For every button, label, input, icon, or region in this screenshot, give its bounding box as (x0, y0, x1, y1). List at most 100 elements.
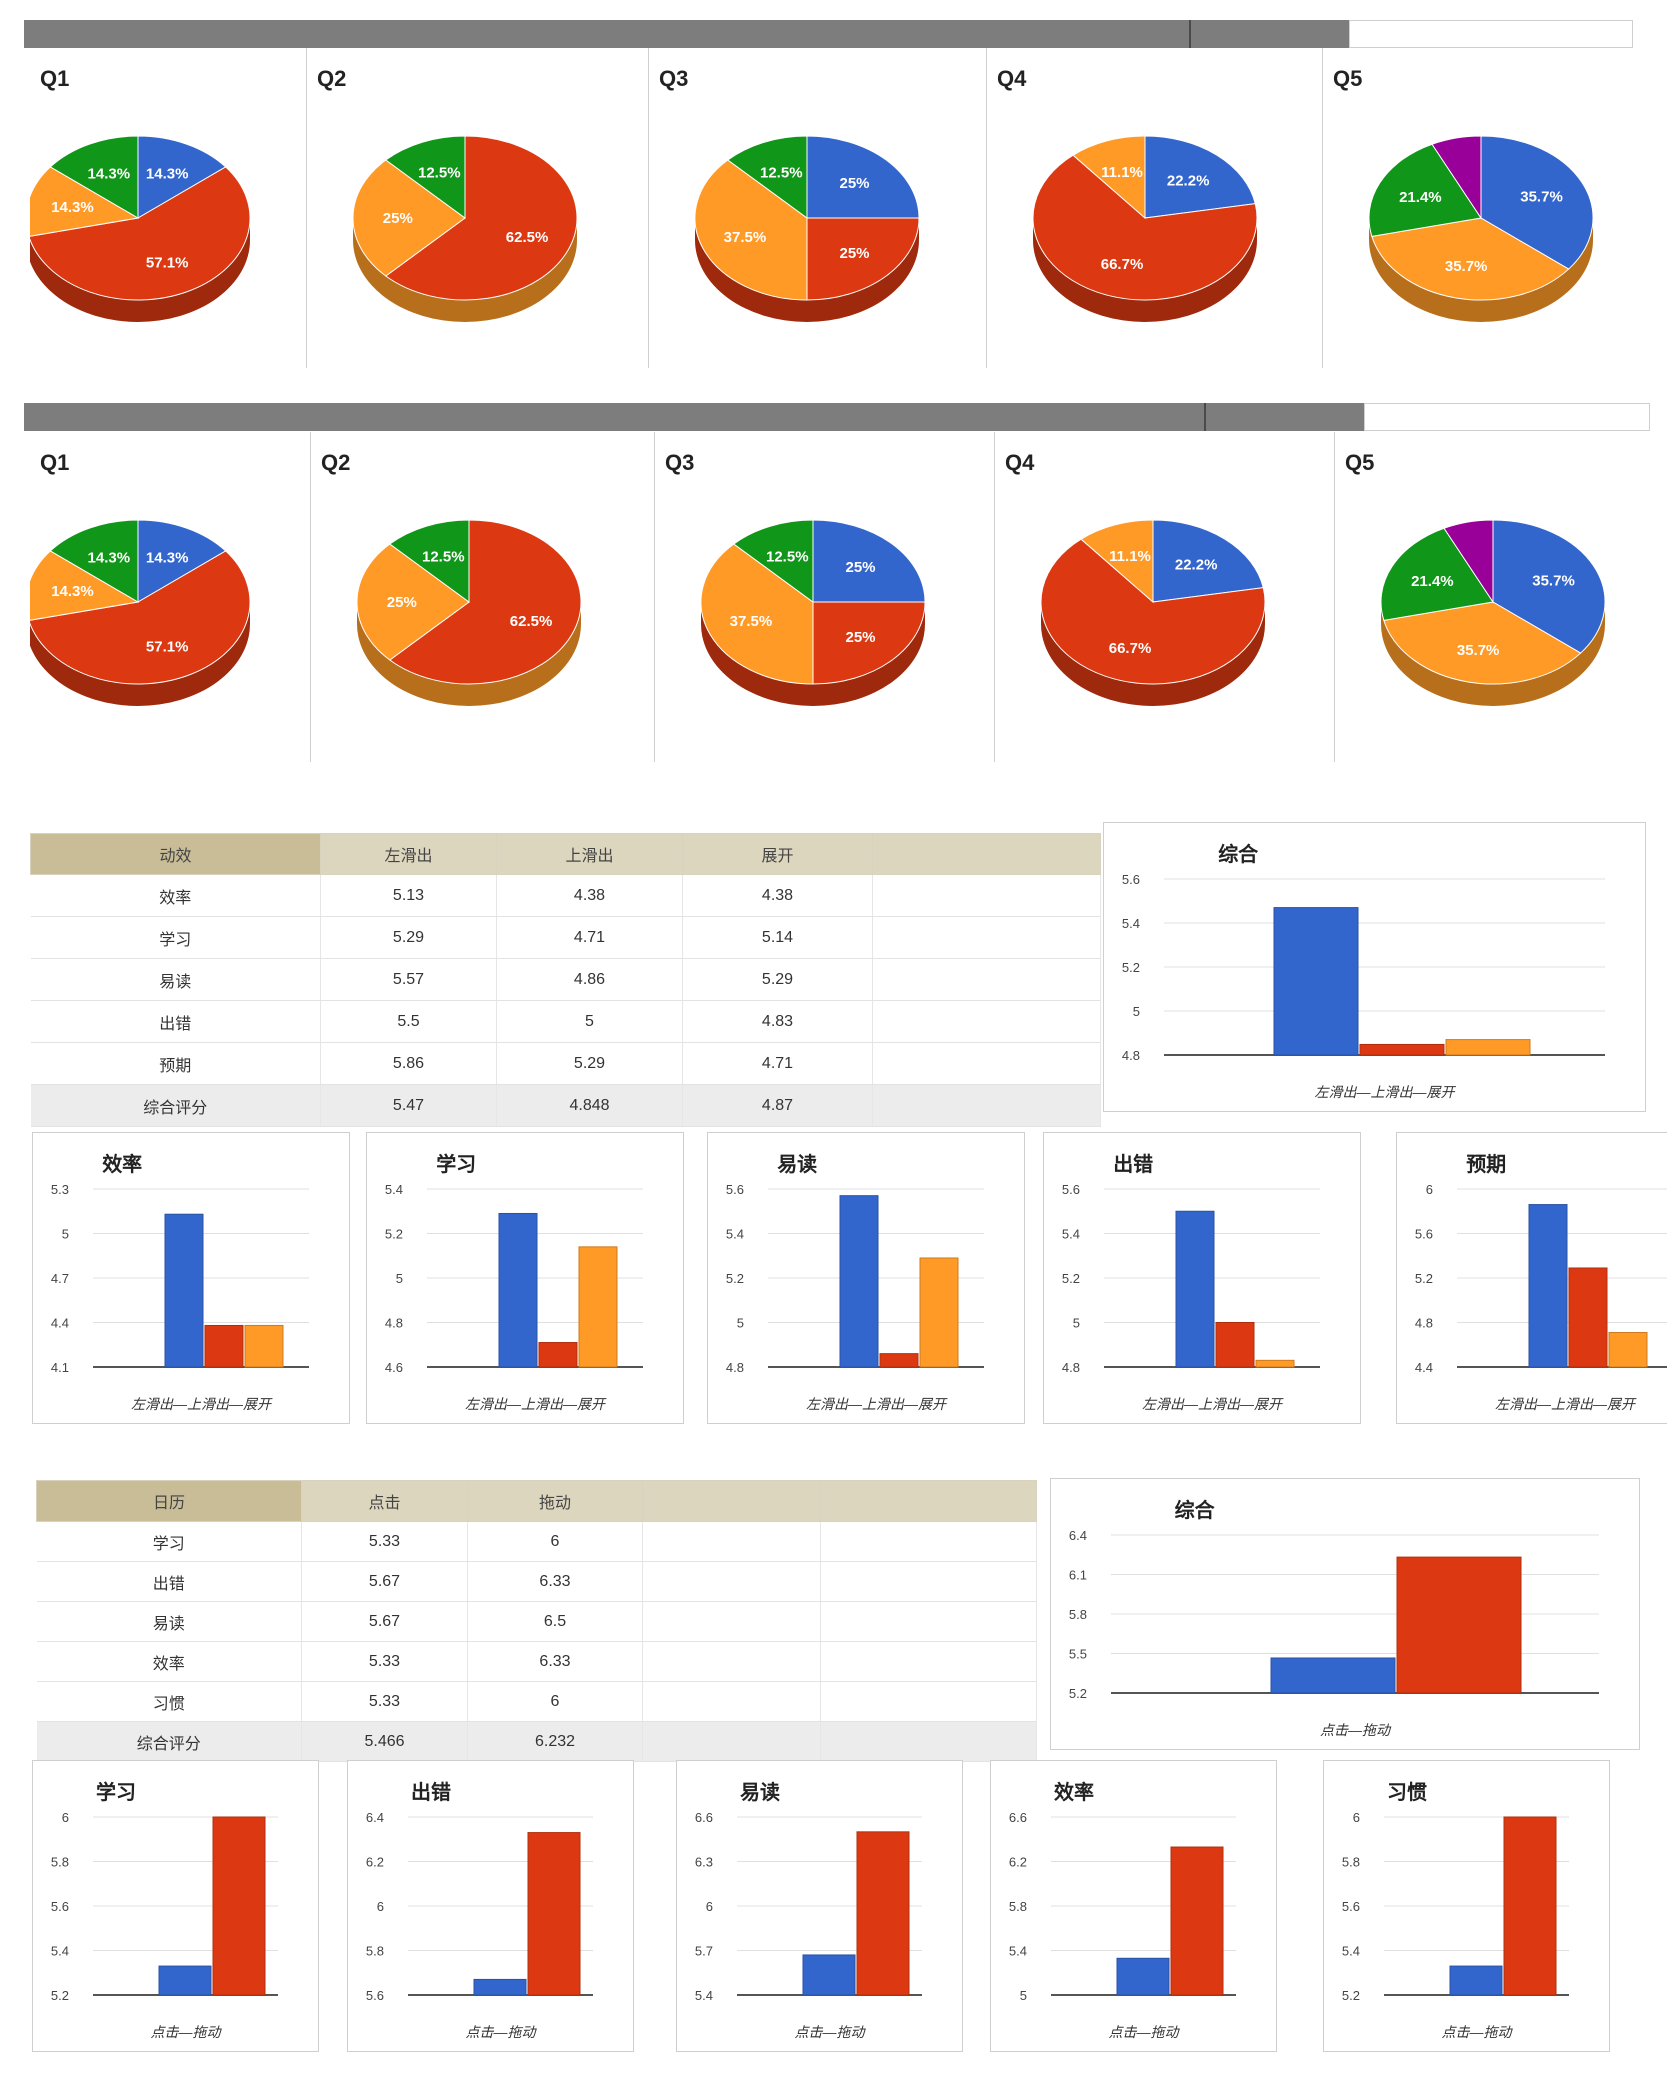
pie-slice-label: 14.3% (146, 166, 189, 183)
x-axis-label: 点击—拖动 (466, 2024, 538, 2040)
table-cell: 6 (467, 1521, 643, 1562)
y-tick-label: 5 (62, 1227, 69, 1242)
bar-chart: 学习 6 5.8 5.6 5.4 5.2 点击—拖动 (32, 1760, 319, 2052)
chart-title: 效率 (102, 1152, 142, 1176)
bar (1445, 1039, 1531, 1056)
table-header-cell (872, 833, 1101, 875)
chart-title: 综合 (1175, 1498, 1216, 1522)
pie-slice (1032, 154, 1258, 301)
pie-slice (1371, 217, 1570, 301)
table-cell: 出错 (36, 1561, 302, 1602)
pie-slice (1380, 527, 1494, 621)
table-row: 效率 5.13 4.38 4.38 (30, 874, 1101, 917)
pie-svg: 35.7% 35.7% 21.4% (1380, 519, 1606, 706)
table-cell (872, 916, 1101, 959)
table-cell (820, 1521, 1037, 1562)
pie-slice (806, 135, 920, 219)
pie-chart-q1: Q1 14.3% 57.1% 14.3% 14.3% (30, 432, 310, 762)
table-cell: 5.67 (301, 1561, 468, 1602)
x-axis-label: 点击—拖动 (1109, 2024, 1181, 2040)
bar (1568, 1267, 1608, 1368)
pie-chart-q5: Q5 35.7% 35.7% 21.4% (1334, 432, 1649, 762)
table-cell (820, 1681, 1037, 1722)
y-tick-label: 5.4 (385, 1182, 403, 1197)
bar-chart: 学习 5.4 5.2 5 4.8 4.6 左滑出—上滑出—展开 (366, 1132, 684, 1424)
y-tick-label: 5.8 (366, 1944, 384, 1959)
bar-chart: 易读 5.6 5.4 5.2 5 4.8 左滑出—上滑出—展开 (707, 1132, 1025, 1424)
table-row: 易读 5.67 6.5 (36, 1601, 1037, 1642)
pie-slice (49, 519, 139, 603)
y-tick-label: 5.6 (1342, 1899, 1360, 1914)
table-cell (872, 1042, 1101, 1085)
y-tick-label: 4.8 (726, 1360, 744, 1375)
pie-slice-label: 14.3% (51, 583, 94, 600)
pie-slice-label: 57.1% (146, 254, 189, 271)
pie-slice-label: 12.5% (422, 549, 465, 566)
bar-chart-svg: 出错 6.4 6.2 6 5.8 5.6 点击—拖动 (366, 1780, 593, 2040)
table-cell: 5.57 (320, 958, 497, 1001)
bar (527, 1832, 581, 1996)
y-tick-label: 5.6 (1415, 1227, 1433, 1242)
x-axis-label: 左滑出—上滑出—展开 (806, 1396, 948, 1412)
bar-chart: 习惯 6 5.8 5.6 5.4 5.2 点击—拖动 (1323, 1760, 1610, 2052)
pie-depth (1369, 218, 1593, 322)
pie-slice (812, 601, 926, 685)
bar (1503, 1816, 1557, 1996)
bar (204, 1324, 244, 1368)
pie-depth (1041, 602, 1265, 706)
table-cell: 综合评分 (30, 1084, 321, 1127)
chart-title: 预期 (1466, 1153, 1506, 1176)
y-tick-label: 5.2 (1415, 1271, 1433, 1286)
bar-chart-svg: 习惯 6 5.8 5.6 5.4 5.2 点击—拖动 (1342, 1780, 1569, 2040)
sheet-header-bar-1 (24, 20, 1349, 48)
bar-chart-svg: 预期 6 5.6 5.2 4.8 4.4 左滑出—上滑出—展开 (1415, 1153, 1667, 1412)
pie-slice-label: 22.2% (1167, 172, 1210, 189)
y-tick-label: 5.3 (51, 1182, 69, 1197)
table-header-cell: 点击 (301, 1480, 468, 1522)
pie-slice (1492, 519, 1606, 654)
table-cell (872, 958, 1101, 1001)
table-header-cell: 拖动 (467, 1480, 643, 1522)
pie-slice-label: 35.7% (1520, 189, 1563, 206)
table-row: 出错 5.5 5 4.83 (30, 1000, 1101, 1043)
table-cell (820, 1641, 1037, 1682)
pie-slice (1144, 135, 1256, 219)
bar (212, 1816, 266, 1996)
pie-slice-label: 14.3% (88, 166, 131, 183)
pie-slice (352, 159, 466, 277)
pie-slice (726, 135, 808, 219)
pie-slice (1480, 135, 1594, 270)
chart-title: 易读 (740, 1780, 780, 1804)
table-cell: 5.14 (682, 916, 873, 959)
table-row: 预期 5.86 5.29 4.71 (30, 1042, 1101, 1085)
pie-slice (1080, 519, 1154, 604)
pie-title: Q3 (659, 66, 689, 91)
table-cell: 效率 (30, 874, 321, 917)
table-cell: 4.38 (496, 874, 683, 917)
y-tick-label: 4.8 (1415, 1316, 1433, 1331)
pie-slice (1443, 519, 1494, 604)
pie-depth (1033, 218, 1257, 322)
y-tick-label: 6 (62, 1810, 69, 1825)
table-cell: 5.466 (301, 1721, 468, 1762)
y-tick-label: 5 (1073, 1316, 1080, 1331)
y-tick-label: 4.7 (51, 1271, 69, 1286)
pie-depth (30, 218, 250, 322)
bar (1175, 1210, 1215, 1368)
pie-chart-q4: Q4 22.2% 66.7% 11.1% (986, 48, 1323, 368)
bar-chart-svg: 综合 5.6 5.4 5.2 5 4.8 左滑出—上滑出—展开 (1122, 842, 1605, 1100)
pie-slice-label: 57.1% (146, 638, 189, 655)
pie-slice-label: 14.3% (88, 550, 131, 567)
pie-slice (384, 135, 466, 219)
bar (856, 1831, 910, 1996)
pie-slice-label: 37.5% (730, 613, 773, 630)
y-tick-label: 5.6 (1122, 872, 1140, 887)
table-cell: 5.29 (682, 958, 873, 1001)
pie-svg: 25% 25% 37.5% 12.5% (700, 519, 926, 706)
pie-slice-label: 35.7% (1532, 573, 1575, 590)
bar (1116, 1957, 1170, 1996)
y-tick-label: 6 (1353, 1810, 1360, 1825)
pie-slice-label: 21.4% (1411, 573, 1454, 590)
pie-slice (806, 217, 920, 301)
y-tick-label: 5.2 (1122, 960, 1140, 975)
